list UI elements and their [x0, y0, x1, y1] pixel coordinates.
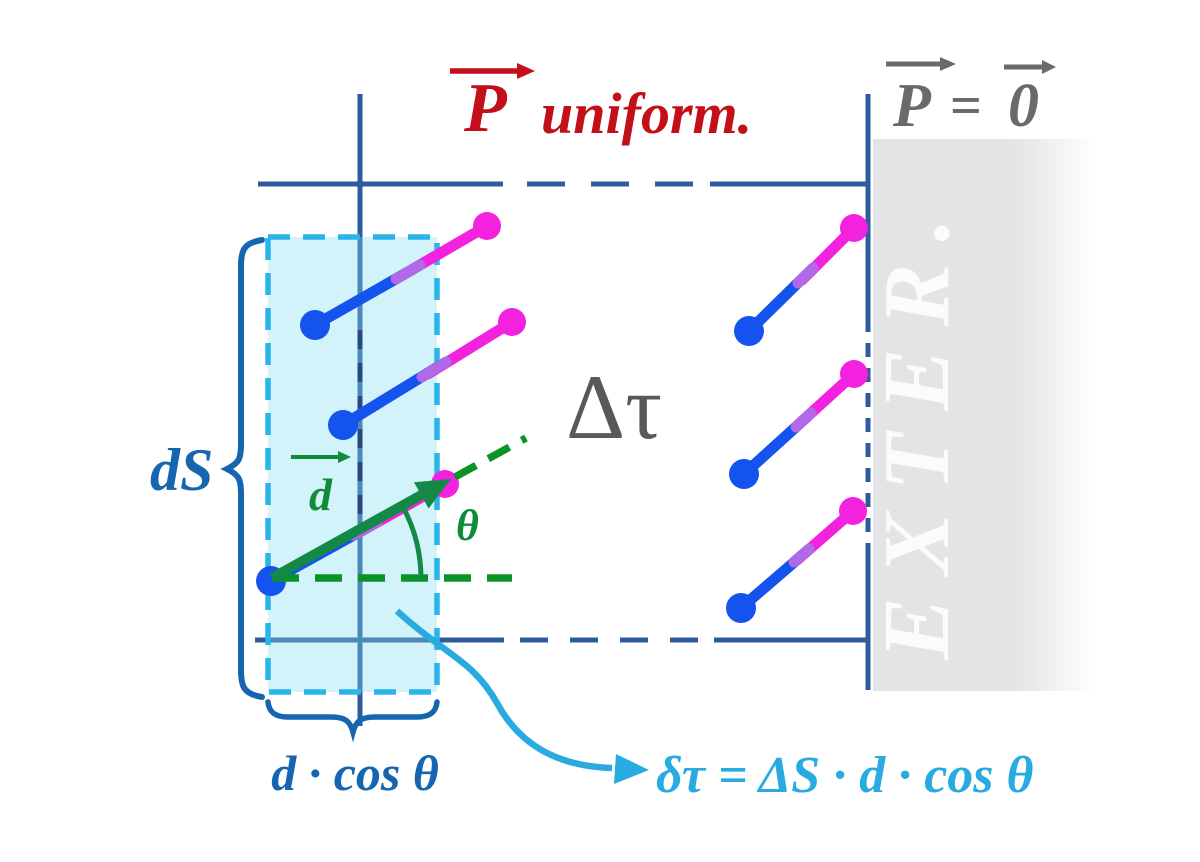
- exterior-label: EXTER.: [865, 196, 969, 661]
- title-vector-arrowhead: [517, 63, 535, 79]
- dipole-positive-dot: [473, 212, 501, 240]
- angle-arc: [400, 505, 424, 579]
- field-equals: =: [950, 75, 982, 137]
- dipole: [300, 212, 501, 340]
- dipole: [734, 214, 868, 346]
- dipole-mid-segment: [390, 259, 426, 285]
- title-group: P uniform.: [450, 63, 752, 147]
- surface-label: dS: [150, 437, 213, 503]
- displacement-arrowhead: [414, 479, 451, 509]
- displacement-dashed-extension: [453, 434, 528, 481]
- title-p-symbol: P: [463, 70, 508, 147]
- dipole-mid-segment: [416, 356, 452, 383]
- dipole-positive-dot: [840, 360, 868, 388]
- angle-label: θ: [456, 501, 479, 550]
- dipole-mid-segment: [790, 407, 817, 433]
- formula-label: δτ = ΔS · d · cos θ: [656, 747, 1034, 804]
- volume-label: Δτ: [566, 356, 662, 458]
- annotation-curve: [394, 608, 613, 772]
- projection-brace: [265, 699, 440, 743]
- title-text: uniform.: [541, 81, 752, 146]
- boundary-lines: [255, 94, 871, 726]
- dipole: [328, 308, 526, 440]
- dipole-negative-dot: [300, 310, 330, 340]
- field-p-vector-arrowhead: [940, 57, 956, 71]
- dipole-negative-dot: [328, 410, 358, 440]
- surface-brace: [220, 237, 265, 700]
- displacement-arrow-shaft: [269, 488, 428, 583]
- dipole-mid-segment: [792, 262, 819, 289]
- dipole-negative-dot: [734, 316, 764, 346]
- dipole-positive-dot: [839, 497, 867, 525]
- field-p-symbol: P: [892, 72, 932, 140]
- dipole-negative-dot: [726, 593, 756, 623]
- swept-volume-rect: [265, 234, 440, 695]
- exterior-field-equation: P = 0: [886, 57, 1056, 140]
- displacement-construction: d θ: [269, 434, 528, 583]
- field-zero: 0: [1008, 72, 1039, 140]
- field-zero-vector-arrowhead: [1042, 60, 1056, 74]
- dipole-mid-segment: [788, 543, 815, 568]
- dipole-positive-dot: [498, 308, 526, 336]
- displacement-vector-arrowhead: [338, 451, 351, 463]
- projection-label: d · cos θ: [271, 745, 439, 801]
- dipole: [726, 497, 867, 623]
- dipole-positive-dot: [840, 214, 868, 242]
- dipole-negative-dot: [729, 459, 759, 489]
- exterior-panel: [873, 139, 1105, 691]
- displacement-label: d: [309, 469, 333, 520]
- annotation-arrowhead: [614, 754, 649, 784]
- dipole: [729, 360, 868, 489]
